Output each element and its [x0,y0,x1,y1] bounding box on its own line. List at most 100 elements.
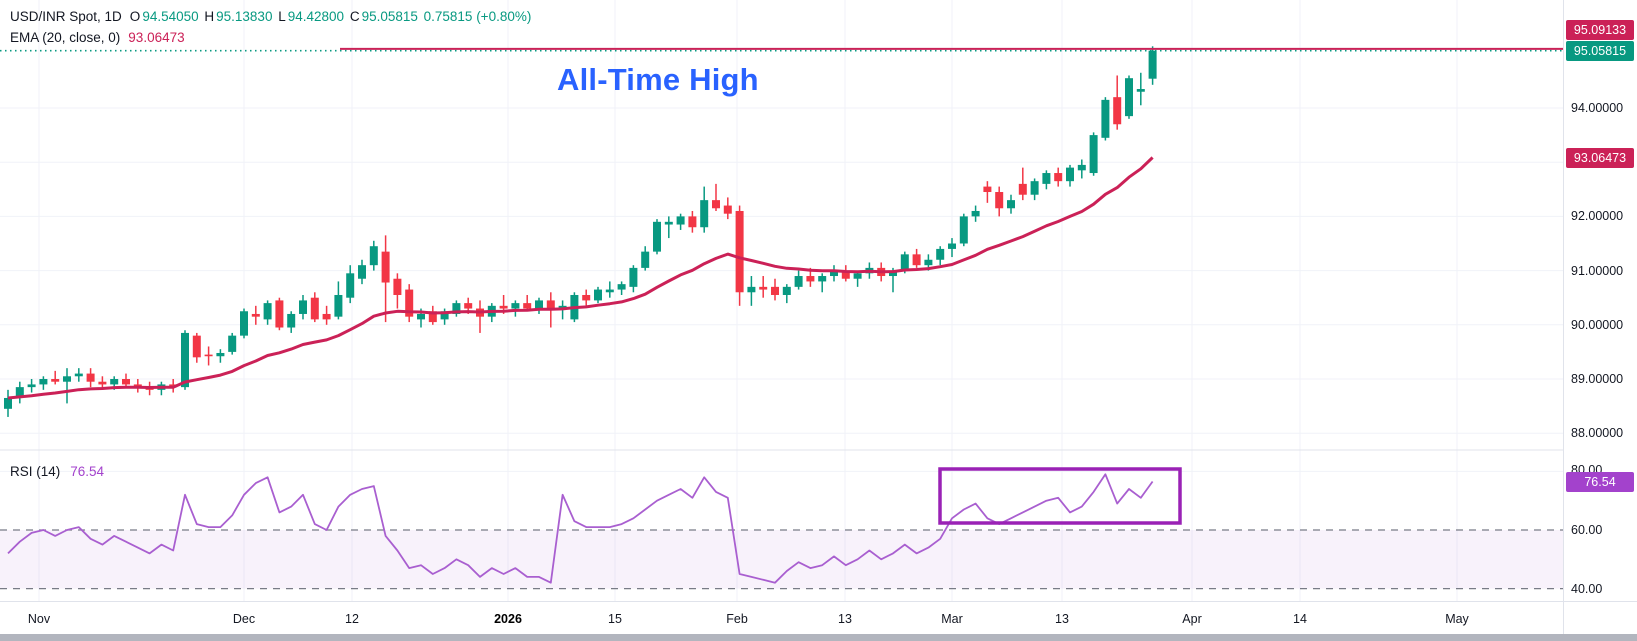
time-tick-label: 2026 [494,611,522,626]
candle-body [1030,181,1039,195]
candle-body [712,200,720,209]
candle-body [251,313,260,317]
time-tick-label: Dec [232,611,256,626]
candle-body [405,289,414,317]
candle-body [912,254,921,266]
candle-body [1018,183,1027,195]
candle-body [240,311,248,336]
candle-body [771,286,779,295]
candle-body [15,387,24,398]
axis-corner [1563,601,1637,635]
candle-body [334,294,343,317]
last-price-badge: 95.05815 [1566,41,1634,61]
candle-body [523,303,532,309]
candle-body [204,354,213,357]
price-tick-label: 91.00000 [1571,264,1624,278]
candle-body [759,286,768,290]
candle-body [1148,50,1157,79]
candle-body [133,384,142,388]
candle-body [27,384,36,388]
candle-body [393,278,402,295]
candle-body [440,311,449,320]
candle-body [1066,167,1074,182]
ath-price-badge: 95.09133 [1566,20,1634,40]
time-tick-label: 13 [838,611,852,626]
close-label: C [349,9,360,24]
symbol-title[interactable]: USD/INR Spot, 1D [10,9,122,24]
price-tick-label: 60.00 [1571,523,1603,537]
candle-body [452,303,461,314]
rsi-highlight-rect[interactable] [938,467,1182,525]
candle-body [181,332,189,388]
candle-body [464,303,473,309]
candle-body [322,313,331,320]
candle-body [192,335,201,358]
candle-body [369,246,378,266]
ema-legend-row[interactable]: EMA (20, close, 0) 93.06473 [10,27,533,48]
candle-body [664,221,673,225]
candle-body [1113,97,1122,125]
price-tick-label: 90.00000 [1571,318,1624,332]
candle-body [98,381,107,385]
candle-body [700,200,709,228]
open-value: 94.54050 [142,9,199,24]
time-tick-label: 13 [1055,611,1069,626]
price-tick-label: 94.00000 [1571,101,1624,115]
time-axis[interactable]: Nov Dec 12 2026 15 Feb 13 Mar 13 Apr 14 May [0,601,1563,635]
candle-body [971,210,980,217]
low-label: L [278,9,286,24]
candle-body [924,259,933,266]
candle-body [122,379,130,385]
candle-body [582,294,591,301]
candle-body [287,313,296,328]
price-chart-svg[interactable] [0,0,1563,601]
candle-body [995,192,1004,209]
ema-label: EMA (20, close, 0) [10,30,121,45]
candle-body [818,276,827,282]
high-label: H [204,9,215,24]
rsi-line [7,473,1154,584]
candle-body [688,216,697,228]
rsi-legend-row[interactable]: RSI (14) 76.54 [10,464,104,479]
candle-body [74,373,83,377]
chart-legend: USD/INR Spot, 1D O 94.54050 H 95.13830 L 94… [10,6,533,48]
rsi-band-fill [0,530,1563,589]
window-bottom-bar [0,634,1637,641]
candle-body [39,379,48,385]
candle-body [4,397,12,409]
price-tick-label: 89.00000 [1571,372,1624,386]
time-tick-label: 15 [608,611,622,626]
candle-body [830,270,838,277]
open-label: O [129,9,141,24]
candle-body [216,352,225,357]
price-tick-label: 40.00 [1571,582,1603,596]
rsi-label: RSI (14) [10,464,61,479]
price-axis[interactable]: 94.00000 92.00000 91.00000 90.00000 89.00000… [1563,0,1637,634]
candle-body [983,186,992,193]
chart-area[interactable]: USD/INR Spot, 1D O 94.54050 H 95.13830 L 94… [0,0,1563,601]
grid-layer [0,0,1563,601]
time-tick-label: May [1445,611,1469,626]
all-time-high-annotation[interactable]: All-Time High [557,62,759,97]
candle-body [546,300,555,309]
candle-body [263,303,272,320]
candle-body [358,265,366,279]
candle-body [900,254,909,271]
time-tick-label: Apr [1182,611,1202,626]
candle-body [499,305,508,309]
candles-layer [4,46,1157,417]
candle-body [641,251,650,268]
candle-body [735,210,744,293]
candle-body [853,273,862,279]
candle-body [605,289,614,293]
candle-body [841,270,850,279]
symbol-legend-row[interactable]: USD/INR Spot, 1D O 94.54050 H 95.13830 L 94… [10,6,533,27]
candle-body [51,379,60,382]
candle-body [1077,164,1086,171]
candle-body [381,251,390,283]
time-tick-label: 14 [1293,611,1307,626]
candle-body [594,289,602,301]
candle-body [558,305,567,309]
candle-body [1042,173,1051,184]
